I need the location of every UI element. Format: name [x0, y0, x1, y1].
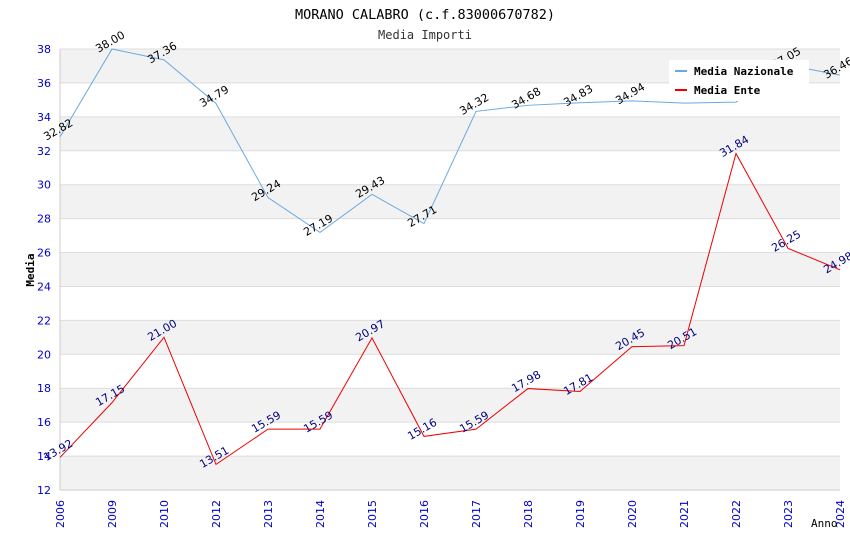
x-tick-label: 2023	[782, 500, 795, 528]
background-bands	[60, 49, 840, 490]
y-tick-label: 12	[37, 484, 51, 497]
y-tick-label: 38	[37, 43, 51, 56]
legend-label-media-ente: Media Ente	[694, 84, 761, 97]
data-label: 34.83	[561, 82, 595, 109]
data-label: 34.94	[613, 80, 647, 107]
x-tick-label: 2015	[366, 500, 379, 528]
background-band	[60, 116, 840, 151]
legend-label-media-nazionale: Media Nazionale	[694, 65, 794, 78]
x-tick-label: 2024	[834, 500, 847, 528]
y-tick-label: 22	[37, 314, 51, 327]
y-axis-label: Media	[24, 253, 37, 286]
y-tick-label: 36	[37, 77, 51, 90]
x-tick-label: 2010	[158, 500, 171, 528]
x-tick-label: 2013	[262, 500, 275, 528]
x-tick-label: 2020	[626, 500, 639, 528]
background-band	[60, 320, 840, 355]
x-tick-label: 2012	[210, 500, 223, 528]
legend-background	[669, 60, 809, 101]
x-tick-label: 2009	[106, 500, 119, 528]
series-line-media-nazionale	[59, 48, 841, 233]
chart-title: MORANO CALABRO (c.f.83000670782)	[295, 7, 555, 23]
x-tick-label: 2018	[522, 500, 535, 528]
y-tick-label: 30	[37, 179, 51, 192]
x-tick-label: 2017	[470, 500, 483, 528]
x-tick-label: 2006	[54, 500, 67, 528]
data-label: 34.79	[197, 83, 231, 110]
chart-subtitle: Media Importi	[378, 28, 472, 42]
series-line-media-ente	[59, 152, 841, 466]
y-tick-label: 14	[37, 450, 51, 463]
legend: Media Nazionale Media Ente	[669, 60, 809, 101]
data-label: 34.32	[457, 91, 491, 118]
x-tick-label: 2016	[418, 500, 431, 528]
data-label: 34.68	[509, 85, 543, 112]
x-tick-label: 2014	[314, 500, 327, 528]
y-tick-label: 26	[37, 247, 51, 260]
y-tick-label: 18	[37, 382, 51, 395]
y-tick-label: 32	[37, 145, 51, 158]
y-tick-labels: 12 14 16 18 20 22 24 26 28 30 32 34 36 38	[37, 43, 51, 497]
y-tick-label: 16	[37, 416, 51, 429]
background-band	[60, 184, 840, 219]
x-tick-label: 2022	[730, 500, 743, 528]
x-tick-label: 2019	[574, 500, 587, 528]
data-label: 26.25	[769, 228, 803, 255]
x-axis-label: Anno	[811, 517, 838, 530]
series-lines	[59, 48, 841, 466]
y-tick-label: 20	[37, 348, 51, 361]
y-tick-label: 24	[37, 280, 51, 293]
background-band	[60, 252, 840, 287]
y-tick-label: 28	[37, 213, 51, 226]
x-tick-labels: 2006 2009 2010 2012 2013 2014 2015 2016 2017 2018…	[54, 500, 847, 528]
x-tick-label: 2021	[678, 500, 691, 528]
background-band	[60, 388, 840, 423]
background-band	[60, 456, 840, 490]
y-tick-label: 34	[37, 111, 51, 124]
